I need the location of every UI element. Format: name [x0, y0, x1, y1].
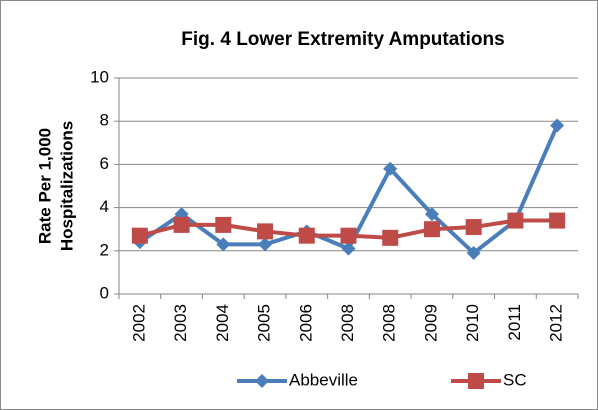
- point: [341, 241, 356, 256]
- legend-label: SC: [503, 370, 527, 389]
- point: [507, 212, 524, 229]
- point: [424, 207, 439, 222]
- x-tick-label: 2012: [547, 304, 566, 342]
- legend-marker: [255, 374, 269, 388]
- point: [215, 216, 232, 233]
- point: [465, 219, 482, 236]
- legend-label: Abbeville: [289, 370, 358, 389]
- x-tick-label: 2011: [505, 304, 524, 341]
- y-tick-label: 6: [100, 154, 109, 173]
- x-tick-label: 2008: [380, 304, 399, 342]
- point: [549, 212, 566, 229]
- point: [383, 161, 398, 176]
- legend-marker: [468, 373, 484, 389]
- point: [466, 245, 481, 260]
- x-tick-label: 2002: [129, 304, 148, 342]
- x-tick-label: 2005: [255, 304, 274, 342]
- y-axis-title: Rate Per 1,000 Hospitalizations: [35, 121, 76, 251]
- y-tick-label: 4: [100, 197, 109, 216]
- y-tick-label: 10: [90, 67, 109, 86]
- x-tick-label: 2003: [171, 304, 190, 342]
- point: [298, 227, 315, 244]
- point: [258, 237, 273, 252]
- x-tick-label: 2010: [463, 304, 482, 342]
- y-tick-label: 0: [100, 283, 109, 302]
- y-axis-title-line: Hospitalizations: [57, 121, 76, 251]
- point: [216, 237, 231, 252]
- point: [257, 223, 274, 240]
- x-tick-label: 2006: [296, 304, 315, 342]
- point: [550, 118, 565, 133]
- x-tick-label: 2009: [421, 304, 440, 342]
- point: [131, 227, 148, 244]
- chart-title: Fig. 4 Lower Extremity Amputations: [181, 29, 504, 50]
- y-tick-label: 2: [100, 240, 109, 259]
- point: [173, 216, 190, 233]
- x-tick-label: 2004: [213, 304, 232, 342]
- point: [382, 229, 399, 246]
- y-tick-label: 8: [100, 111, 109, 130]
- x-tick-label: 2008: [338, 304, 357, 342]
- point: [340, 227, 357, 244]
- y-axis-title-line: Rate Per 1,000: [35, 128, 54, 244]
- point: [423, 221, 440, 238]
